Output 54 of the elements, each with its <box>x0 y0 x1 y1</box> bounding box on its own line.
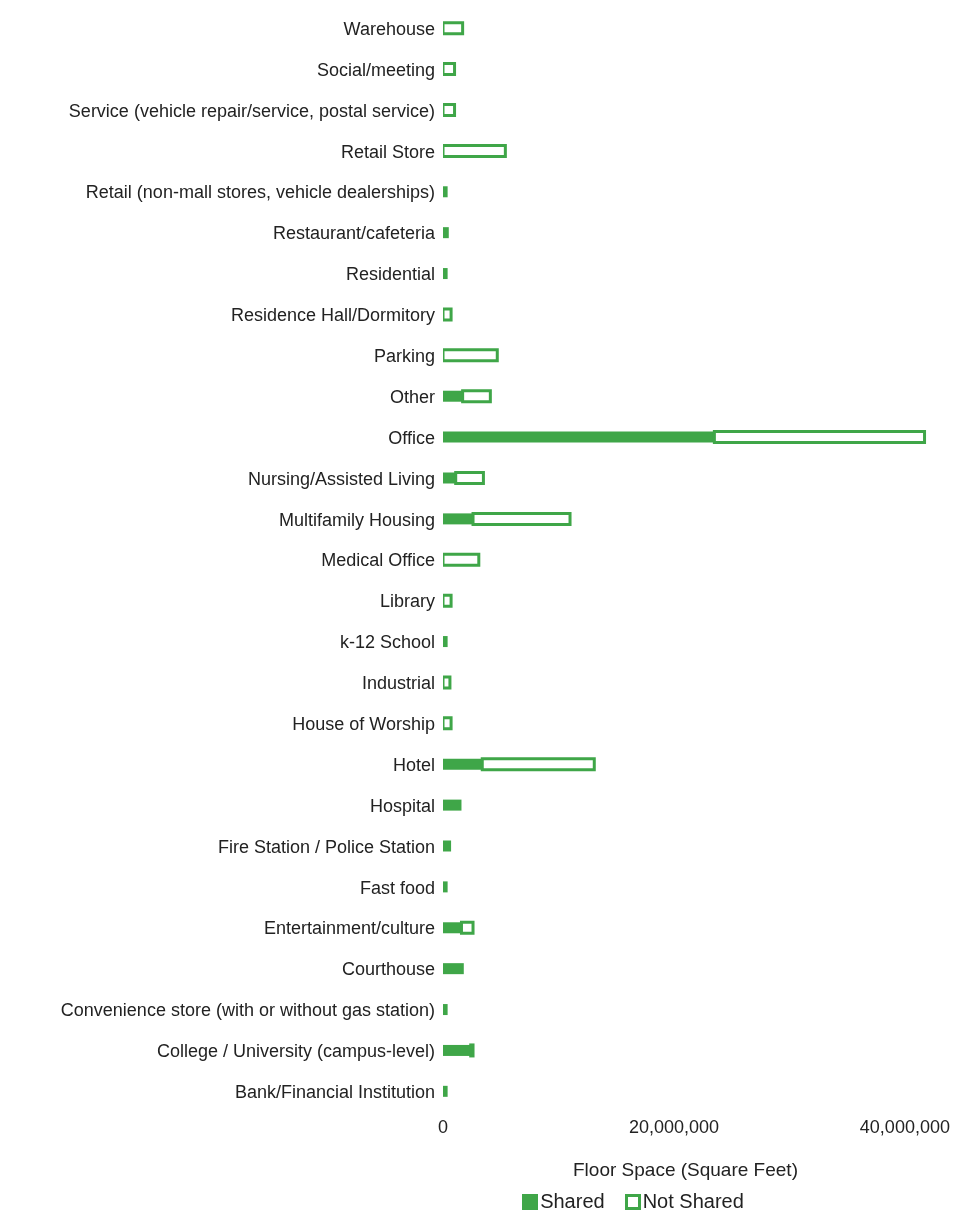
y-tick-label: Residential <box>345 264 435 285</box>
bar <box>443 143 507 158</box>
y-tick-label: Warehouse <box>343 18 435 39</box>
bar <box>443 840 452 852</box>
y-tick-label: Library <box>379 591 435 612</box>
y-tick-label: House of Worship <box>292 713 435 734</box>
y-tick-label: Restaurant/cafeteria <box>272 223 436 244</box>
bar <box>443 593 453 608</box>
bar <box>443 103 457 117</box>
legend-label: Not Shared <box>642 1190 744 1213</box>
y-tick-label: Residence Hall/Dormitory <box>230 305 435 326</box>
y-tick-label: k-12 School <box>339 632 435 653</box>
bar <box>443 348 499 363</box>
bar <box>443 1004 448 1016</box>
bar <box>443 799 462 811</box>
bar <box>443 1044 471 1056</box>
bar <box>443 963 464 975</box>
y-tick-label: Hotel <box>392 754 435 775</box>
x-tick-label: 40,000,000 <box>859 1116 950 1137</box>
y-tick-label: Entertainment/culture <box>263 918 435 939</box>
legend-label: Shared <box>540 1190 605 1213</box>
y-tick-label: Retail Store <box>340 141 435 162</box>
y-tick-label: Nursing/Assisted Living <box>247 468 435 489</box>
y-tick-label: Multifamily Housing <box>278 509 435 530</box>
y-tick-label: Medical Office <box>321 550 435 571</box>
y-tick-label: Office <box>388 427 435 448</box>
bar <box>443 268 448 280</box>
y-tick-label: Social/meeting <box>316 59 435 80</box>
bar <box>443 552 481 567</box>
y-tick-label: Service (vehicle repair/service, postal service) <box>68 100 435 121</box>
y-tick-label: Hospital <box>369 795 435 816</box>
bar <box>443 21 465 36</box>
x-tick-label: 20,000,000 <box>628 1116 719 1137</box>
y-tick-label: Courthouse <box>341 959 435 980</box>
bar <box>443 716 453 731</box>
y-tick-label: Other <box>389 386 435 407</box>
x-tick-label: 0 <box>437 1116 449 1137</box>
y-tick-label: Industrial <box>361 673 435 694</box>
bar <box>443 675 452 690</box>
bar <box>443 1085 448 1097</box>
y-tick-label: Fast food <box>359 877 435 898</box>
bar <box>443 62 457 77</box>
y-tick-label: College / University (campus-level) <box>156 1041 435 1062</box>
y-tick-label: Bank/Financial Institution <box>234 1081 435 1102</box>
bar <box>443 186 448 198</box>
y-tick-label: Fire Station / Police Station <box>217 836 435 857</box>
y-tick-label: Retail (non-mall stores, vehicle dealerships) <box>85 182 435 203</box>
bar <box>443 881 448 893</box>
bar <box>443 227 449 239</box>
y-tick-label: Convenience store (with or without gas station) <box>60 1000 435 1021</box>
y-tick-label: Parking <box>373 345 435 366</box>
bar <box>443 636 448 648</box>
x-axis-title: Floor Space (Square Feet) <box>573 1159 798 1180</box>
bar <box>443 307 453 322</box>
